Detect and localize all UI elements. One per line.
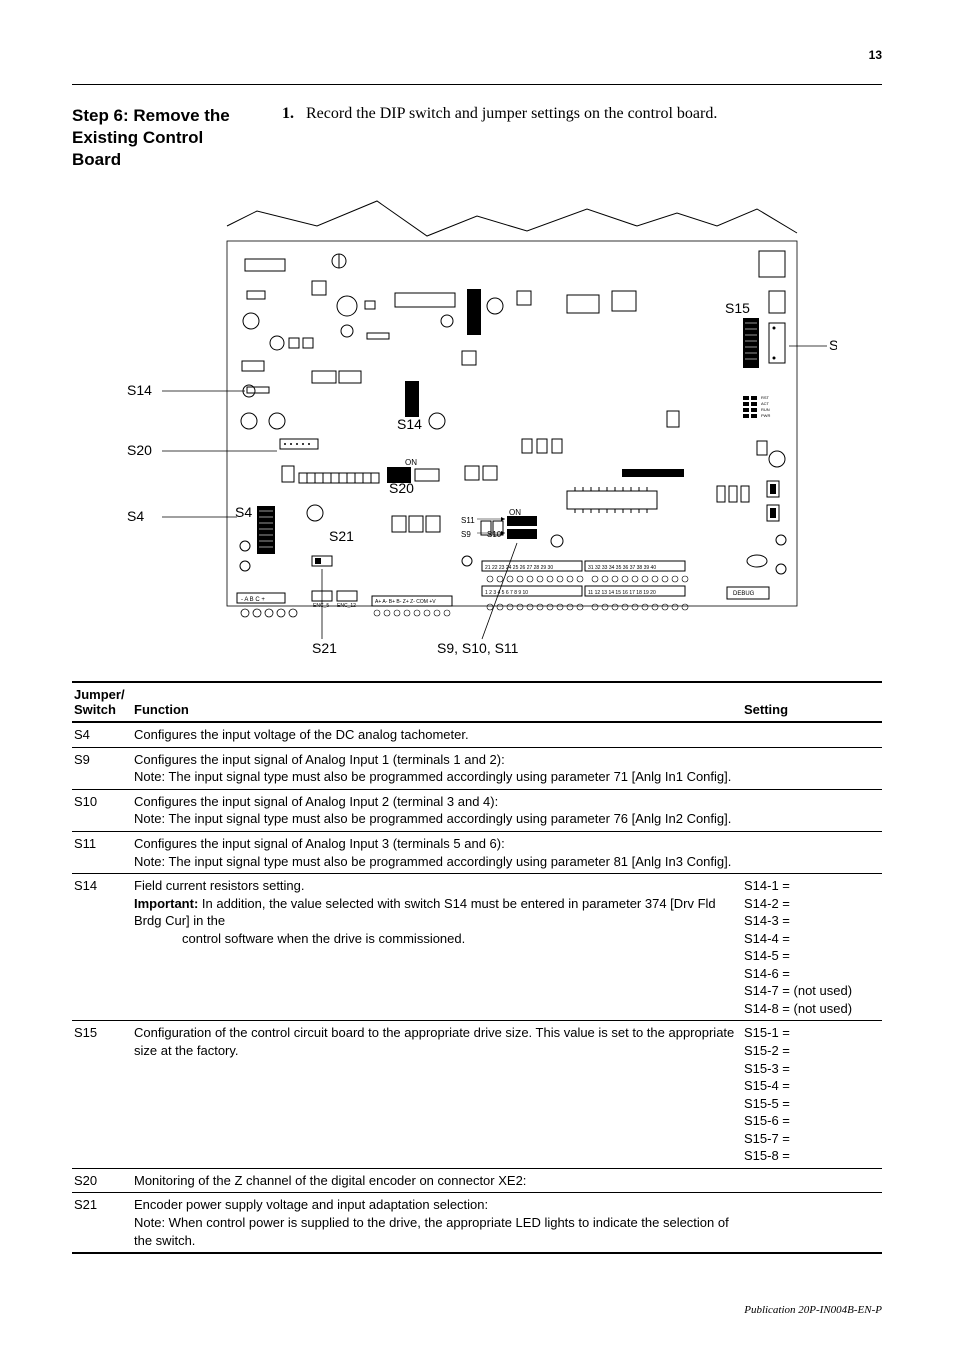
cell-switch: S10 [72,789,132,831]
cell-function: Field current resistors setting.Importan… [132,874,742,1021]
label-s21-bottom: S21 [312,640,337,656]
diagram-container: S14 S20 S4 S4 S14 S20 ON ON S11 S9 S10 [72,191,882,661]
label-s14-left: S14 [127,382,152,398]
table-header-setting: Setting [742,682,882,722]
cell-setting [742,1168,882,1193]
label-abc: - A B C + [241,597,265,603]
publication-footer: Publication 20P-IN004B-EN-P [72,1304,882,1316]
label-s20-left: S20 [127,442,152,458]
label-term1-right: 11 12 13 14 15 16 17 18 19 20 [588,590,656,596]
label-term1-left: 1 2 3 4 5 6 7 8 9 10 [485,590,528,596]
cell-setting [742,747,882,789]
label-encoder-pins: A+ A- B+ B- Z+ Z- COM +V [375,599,436,605]
cell-setting [742,722,882,747]
label-s9-inner: S9 [461,530,471,539]
cell-setting [742,1193,882,1253]
cell-switch: S4 [72,722,132,747]
instruction: 1. Record the DIP switch and jumper sett… [282,105,882,171]
cell-setting: S14-1 =S14-2 =S14-3 =S14-4 =S14-5 =S14-6… [742,874,882,1021]
label-s4-left: S4 [127,508,144,524]
cell-function: Configures the input signal of Analog In… [132,832,742,874]
cell-switch: S15 [72,1021,132,1168]
table-row: S15Configuration of the control circuit … [72,1021,882,1168]
label-enc5: ENC_5 [313,603,329,609]
label-term2-left: 21 22 23 24 25 26 27 28 29 30 [485,565,553,571]
header-row: Step 6: Remove the Existing Control Boar… [72,105,882,171]
label-debug: DEBUG [733,591,755,597]
label-s4-inner: S4 [235,504,252,520]
cell-switch: S20 [72,1168,132,1193]
label-led-rst: RST [761,395,770,400]
table-row: S21Encoder power supply voltage and inpu… [72,1193,882,1253]
cell-function: Configures the input signal of Analog In… [132,789,742,831]
table-row: S4Configures the input voltage of the DC… [72,722,882,747]
label-s14-bottom: S14 [397,416,422,432]
label-led-act: ACT [761,401,770,406]
instruction-text: Record the DIP switch and jumper setting… [306,105,717,122]
cell-switch: S11 [72,832,132,874]
label-led-pwr: PWR [761,413,770,418]
label-on-1: ON [405,458,417,467]
cell-function: Monitoring of the Z channel of the digit… [132,1168,742,1193]
label-enc12: ENC_12 [337,603,356,609]
table-body: S4Configures the input voltage of the DC… [72,722,882,1253]
label-s9s10s11: S9, S10, S11 [437,640,519,656]
table-header-function: Function [132,682,742,722]
cell-function: Configures the input signal of Analog In… [132,747,742,789]
top-rule [72,84,882,85]
label-s21-inner: S21 [329,528,354,544]
jumper-switch-table: Jumper/ Switch Function Setting S4Config… [72,681,882,1254]
cell-switch: S14 [72,874,132,1021]
step-title: Step 6: Remove the Existing Control Boar… [72,105,242,171]
label-s20-bottom: S20 [389,480,414,496]
label-s15-top: S15 [725,300,750,316]
label-led-run: RUN [761,407,770,412]
cell-switch: S21 [72,1193,132,1253]
table-row: S10Configures the input signal of Analog… [72,789,882,831]
label-s11-inner: S11 [461,516,475,525]
table-header-switch: Jumper/ Switch [72,682,132,722]
control-board-diagram: S14 S20 S4 S4 S14 S20 ON ON S11 S9 S10 [117,191,837,661]
table-row: S14Field current resistors setting.Impor… [72,874,882,1021]
label-s10-inner: S10 [487,530,502,539]
instruction-number: 1. [282,105,294,122]
cell-function: Encoder power supply voltage and input a… [132,1193,742,1253]
table-row: S11Configures the input signal of Analog… [72,832,882,874]
cell-setting [742,789,882,831]
label-term2-right: 31 32 33 34 35 36 37 38 39 40 [588,565,656,571]
cell-setting: S15-1 =S15-2 =S15-3 =S15-4 =S15-5 =S15-6… [742,1021,882,1168]
cell-setting [742,832,882,874]
table-row: S9Configures the input signal of Analog … [72,747,882,789]
label-s15-right: S15 [829,337,837,353]
cell-function: Configures the input voltage of the DC a… [132,722,742,747]
page-number: 13 [72,48,882,64]
cell-function: Configuration of the control circuit boa… [132,1021,742,1168]
page: 13 Step 6: Remove the Existing Control B… [0,0,954,1356]
table-row: S20Monitoring of the Z channel of the di… [72,1168,882,1193]
cell-switch: S9 [72,747,132,789]
label-on-2: ON [509,508,521,517]
